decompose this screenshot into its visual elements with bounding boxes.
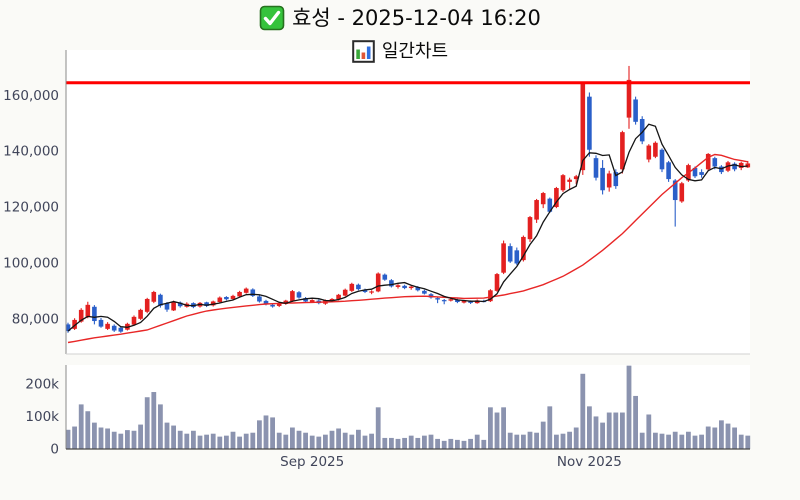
chart-header: 효성 - 2025-12-04 16:20 일간차트	[0, 3, 800, 71]
price-tick-label: 160,000	[3, 88, 59, 104]
date-tick-label: Sep 2025	[280, 454, 344, 470]
price-tick-label: 120,000	[3, 200, 59, 216]
checkbox-icon	[259, 5, 285, 39]
date-tick-label: Nov 2025	[557, 454, 622, 470]
volume-bars	[65, 365, 751, 449]
price-tick-label: 80,000	[12, 311, 59, 327]
volume-tick-label: 0	[50, 442, 59, 458]
page-subtitle: 일간차트	[381, 41, 449, 62]
price-tick-label: 100,000	[3, 255, 59, 271]
volume-tick-label: 100k	[25, 409, 59, 425]
slow-moving-average-line	[67, 153, 748, 344]
bar-chart-icon	[352, 40, 375, 71]
page-title: 효성 - 2025-12-04 16:20	[292, 6, 541, 30]
title-line: 효성 - 2025-12-04 16:20	[0, 3, 800, 39]
price-tick-label: 140,000	[3, 144, 59, 160]
subtitle-line: 일간차트	[0, 39, 800, 71]
fast-moving-average-line	[67, 123, 748, 332]
axis-tick-labels: 80,000 100,000 120,000 140,000 160,000 0 100k 2…	[3, 88, 622, 470]
volume-tick-label: 200k	[25, 376, 59, 392]
